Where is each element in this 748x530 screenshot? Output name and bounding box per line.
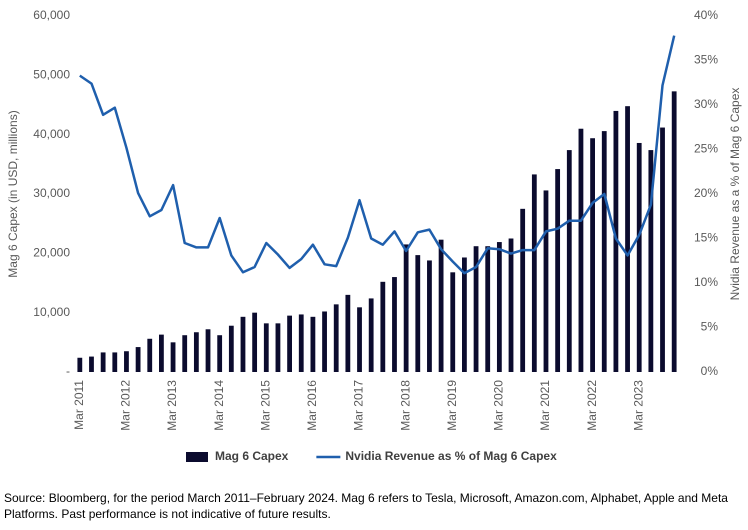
- x-tick-label: Mar 2011: [72, 380, 86, 430]
- x-tick-label: Mar 2012: [119, 380, 133, 431]
- y2-tick-label: 35%: [694, 53, 718, 67]
- bar: [625, 106, 630, 372]
- y2-axis-label: Nvidia Revenue as a % of Mag 6 Capex: [728, 88, 742, 301]
- bar: [252, 312, 258, 372]
- bar: [566, 150, 572, 372]
- bar: [310, 316, 316, 372]
- bar: [228, 325, 234, 372]
- y-tick-label: 60,000: [33, 8, 70, 22]
- y2-tick-label: 40%: [694, 8, 718, 22]
- source-note: Source: Bloomberg, for the period March …: [4, 491, 728, 521]
- bar: [322, 311, 327, 372]
- y-axis-label: Mag 6 Capex (in USD, millions): [6, 110, 20, 277]
- x-tick-label: Mar 2019: [445, 380, 459, 431]
- bar: [287, 315, 292, 372]
- y2-tick-label: 25%: [694, 142, 718, 156]
- bar: [159, 334, 164, 372]
- bar: [520, 208, 526, 372]
- bar: [205, 329, 211, 372]
- y-tick-label: -: [66, 364, 70, 378]
- bar: [135, 347, 141, 372]
- y-tick-label: 40,000: [33, 127, 70, 141]
- x-tick-label: Mar 2015: [258, 380, 272, 431]
- bar: [275, 323, 281, 372]
- y-tick-label: 50,000: [33, 68, 70, 82]
- bar: [636, 142, 642, 372]
- y-tick-label: 30,000: [33, 186, 70, 200]
- bar: [462, 257, 467, 372]
- x-tick-label: Mar 2021: [538, 380, 552, 431]
- bar: [415, 255, 421, 372]
- x-tick-label: Mar 2018: [398, 380, 412, 431]
- x-tick-label: Mar 2022: [585, 380, 599, 431]
- x-tick-label: Mar 2023: [631, 380, 645, 431]
- bar: [438, 239, 444, 372]
- bar: [648, 150, 654, 372]
- bar: [473, 246, 479, 372]
- bar: [485, 246, 491, 372]
- y2-tick-label: 5%: [701, 320, 719, 334]
- bar: [660, 127, 665, 373]
- bar: [77, 357, 83, 372]
- y2-tick-label: 15%: [694, 231, 718, 245]
- bar: [89, 356, 94, 372]
- line: [79, 35, 676, 275]
- bar: [392, 277, 397, 372]
- x-tick-label: Mar 2017: [352, 380, 366, 431]
- x-tick-label: Mar 2016: [305, 380, 319, 431]
- bar: [240, 316, 246, 372]
- bar: [403, 244, 409, 372]
- x-tick-label: Mar 2020: [492, 380, 506, 431]
- bar: [147, 338, 153, 372]
- bar: [217, 335, 223, 372]
- y-tick-label: 10,000: [33, 305, 70, 319]
- chart: Mag 6 Capex (in USD, millions) Nvidia Re…: [6, 8, 742, 463]
- x-tick-label: Mar 2014: [212, 380, 226, 431]
- bar: [427, 260, 432, 372]
- y2-tick-label: 0%: [701, 364, 719, 378]
- bar: [263, 323, 269, 372]
- bar: [601, 131, 607, 372]
- bar: [182, 335, 188, 372]
- y2-tick-label: 20%: [694, 186, 718, 200]
- bar: [380, 281, 386, 372]
- y2-tick-label: 10%: [694, 275, 718, 289]
- legend-swatch: [186, 452, 208, 462]
- bar: [543, 190, 549, 372]
- bar: [193, 332, 199, 372]
- legend-label: Nvidia Revenue as % of Mag 6 Capex: [345, 449, 557, 463]
- bar: [170, 342, 176, 372]
- bar: [496, 242, 502, 372]
- bar: [613, 110, 619, 372]
- y-tick-label: 20,000: [33, 246, 70, 260]
- bar: [578, 128, 584, 372]
- bar: [590, 138, 595, 372]
- bar: [112, 352, 118, 372]
- bar: [345, 294, 351, 372]
- y2-tick-label: 30%: [694, 97, 718, 111]
- bar: [100, 352, 106, 372]
- bar: [357, 307, 362, 372]
- bar: [450, 272, 456, 372]
- bar: [555, 169, 561, 372]
- bar: [368, 298, 374, 372]
- bar: [333, 304, 339, 372]
- bar: [298, 314, 304, 372]
- bar: [531, 174, 537, 372]
- x-tick-label: Mar 2013: [165, 380, 179, 431]
- legend-label: Mag 6 Capex: [215, 449, 289, 463]
- bar: [508, 238, 514, 372]
- bar: [671, 91, 677, 372]
- bar: [124, 351, 129, 372]
